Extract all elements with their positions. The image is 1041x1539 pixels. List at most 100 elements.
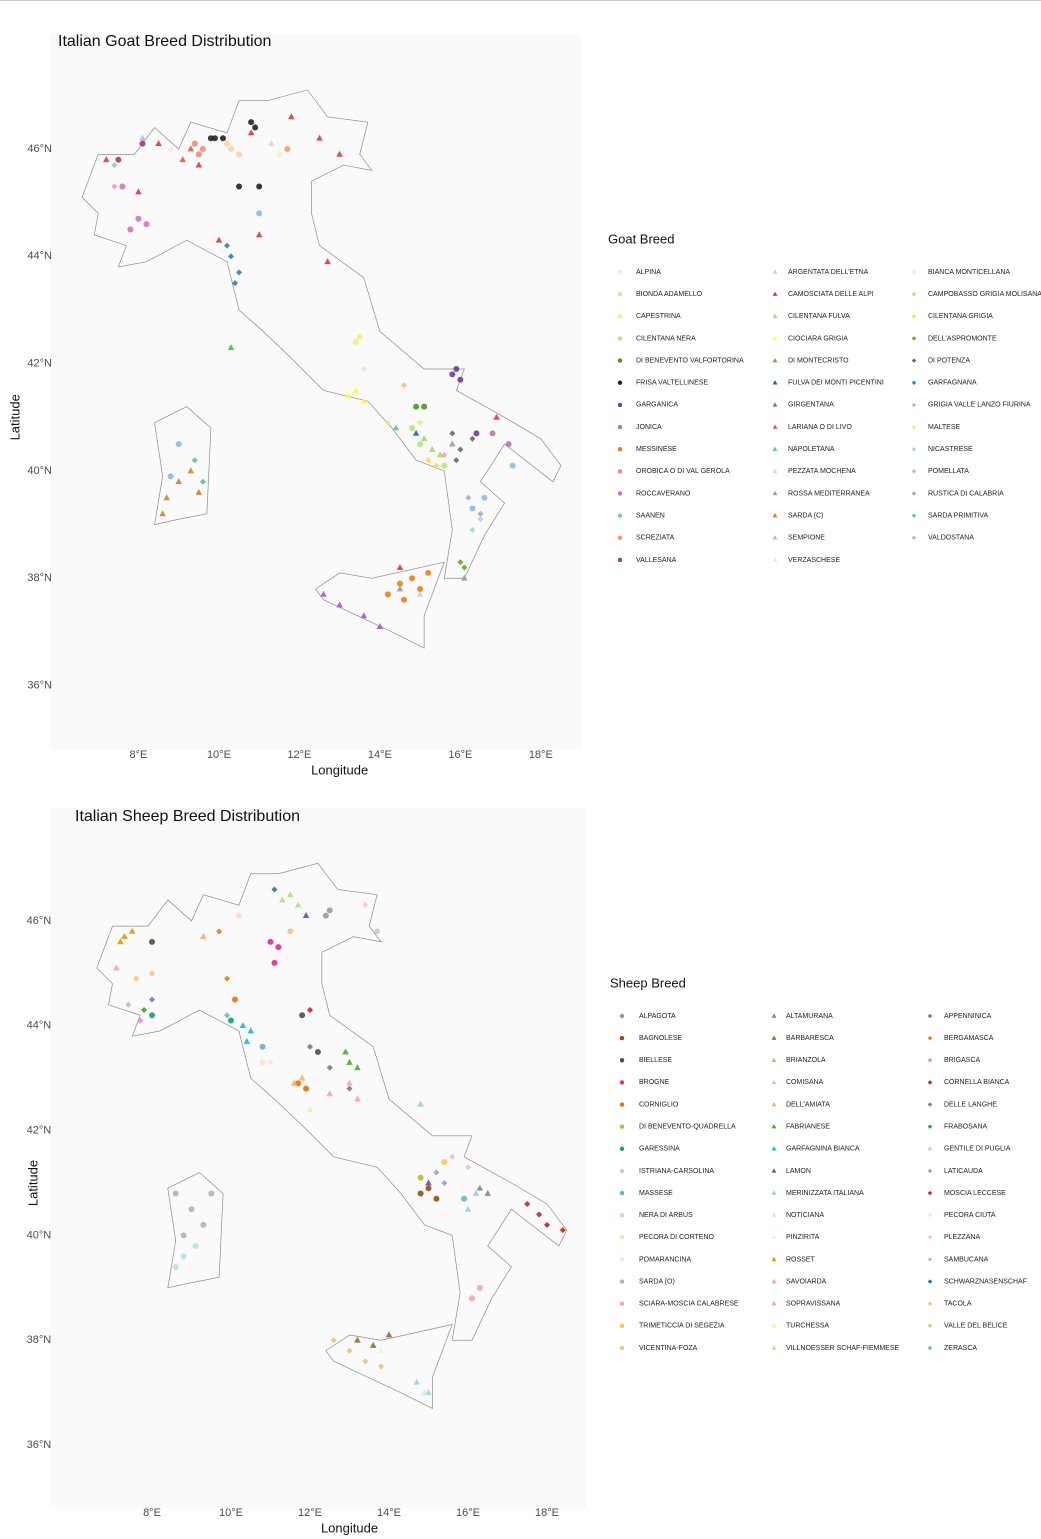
legend-label: POMARANCINA bbox=[639, 1256, 691, 1263]
legend-marker bbox=[772, 291, 778, 296]
data-point bbox=[354, 1095, 361, 1102]
data-point bbox=[191, 457, 198, 464]
data-point bbox=[342, 1048, 349, 1055]
data-point bbox=[167, 473, 174, 480]
legend-label: GRIGIA VALLE LANZO FIURINA bbox=[928, 402, 1031, 409]
data-point bbox=[191, 140, 198, 147]
legend-marker bbox=[927, 1190, 933, 1196]
data-point bbox=[362, 902, 369, 909]
data-point bbox=[284, 145, 291, 152]
legend-marker bbox=[771, 1079, 777, 1085]
data-point bbox=[256, 183, 263, 190]
data-point bbox=[223, 140, 230, 147]
data-point bbox=[267, 1059, 274, 1066]
data-point bbox=[477, 510, 484, 517]
legend-marker bbox=[772, 535, 778, 540]
legend-label: ROSSET bbox=[786, 1256, 816, 1263]
data-point bbox=[179, 156, 187, 163]
data-point bbox=[232, 280, 239, 287]
data-point bbox=[354, 1336, 361, 1343]
legend-marker bbox=[911, 336, 917, 341]
y-tick-label: 42°N bbox=[27, 358, 52, 370]
data-point bbox=[267, 140, 275, 147]
data-point bbox=[360, 366, 367, 373]
data-point bbox=[175, 478, 183, 485]
legend-label: FRISA VALTELLINESE bbox=[636, 380, 708, 387]
data-point bbox=[441, 1159, 448, 1166]
legend-marker bbox=[617, 314, 623, 319]
legend-marker bbox=[617, 402, 623, 408]
x-tick-label: 12°E bbox=[287, 749, 311, 761]
data-point bbox=[180, 1253, 187, 1260]
legend-marker bbox=[927, 1345, 933, 1351]
data-point bbox=[352, 339, 359, 346]
data-point bbox=[453, 457, 460, 464]
legend-marker bbox=[772, 557, 778, 562]
data-point bbox=[436, 451, 444, 458]
data-point bbox=[449, 1153, 456, 1160]
legend-label: PINZIRITA bbox=[786, 1234, 820, 1241]
data-point bbox=[360, 397, 368, 404]
legend-label: CIOCIARA GRIGIA bbox=[788, 335, 848, 342]
legend-label: CORNIGLIO bbox=[639, 1101, 679, 1108]
data-point bbox=[384, 419, 391, 426]
data-point bbox=[465, 1164, 471, 1171]
data-point bbox=[425, 569, 432, 576]
legend-label: LARIANA O DI LIVO bbox=[788, 424, 852, 431]
legend-marker bbox=[927, 1124, 933, 1129]
legend-marker bbox=[772, 335, 778, 341]
legend-marker bbox=[927, 1212, 933, 1218]
data-point bbox=[294, 901, 302, 908]
legend-marker bbox=[771, 1301, 777, 1306]
legend-marker bbox=[619, 1323, 625, 1329]
data-point bbox=[322, 912, 329, 919]
legend-marker bbox=[927, 1235, 933, 1240]
data-point bbox=[259, 1043, 266, 1050]
data-point bbox=[149, 938, 155, 945]
data-point bbox=[175, 441, 182, 448]
legend-marker bbox=[771, 1124, 777, 1129]
legend-label: NOTICIANA bbox=[786, 1212, 824, 1219]
data-point bbox=[276, 151, 283, 158]
data-point bbox=[425, 1185, 432, 1192]
legend-label: BERGAMASCA bbox=[944, 1035, 994, 1042]
data-point bbox=[115, 156, 122, 163]
legend-marker bbox=[911, 402, 917, 408]
data-point bbox=[433, 462, 440, 469]
x-tick-label: 18°E bbox=[529, 749, 553, 761]
data-point bbox=[135, 188, 142, 195]
legend-label: FABRIANESE bbox=[786, 1123, 830, 1130]
data-point bbox=[271, 886, 278, 893]
data-point bbox=[417, 441, 424, 448]
data-point bbox=[356, 333, 363, 340]
data-point bbox=[187, 467, 195, 474]
data-point bbox=[536, 1211, 543, 1218]
data-point bbox=[453, 366, 460, 373]
data-point bbox=[344, 392, 351, 399]
data-point bbox=[413, 1378, 420, 1385]
x-axis-title: Longitude bbox=[321, 1520, 378, 1535]
y-tick-label: 38°N bbox=[27, 572, 52, 584]
legend-label: ALTAMURANA bbox=[786, 1013, 833, 1020]
data-point bbox=[559, 1227, 566, 1234]
chart-title: Italian Sheep Breed Distribution bbox=[75, 808, 300, 825]
legend-marker bbox=[619, 1146, 625, 1151]
data-point bbox=[468, 1295, 475, 1302]
data-point bbox=[290, 1079, 298, 1086]
data-point bbox=[248, 119, 255, 126]
x-tick-label: 14°E bbox=[368, 749, 392, 761]
data-point bbox=[111, 162, 118, 169]
data-point bbox=[180, 1232, 187, 1239]
legend-marker bbox=[619, 1301, 625, 1306]
legend-label: SARDA (C) bbox=[788, 512, 823, 519]
legend-label: SCHWARZNASENSCHAF bbox=[944, 1278, 1027, 1285]
data-point bbox=[219, 135, 226, 142]
data-point bbox=[235, 912, 242, 919]
legend-label: SARDA (O) bbox=[639, 1278, 675, 1285]
legend-label: SAANEN bbox=[636, 512, 665, 519]
legend-marker bbox=[619, 1279, 625, 1284]
legend-label: VICENTINA-FOZA bbox=[639, 1345, 698, 1352]
data-point bbox=[401, 382, 408, 389]
data-point bbox=[354, 1064, 361, 1071]
